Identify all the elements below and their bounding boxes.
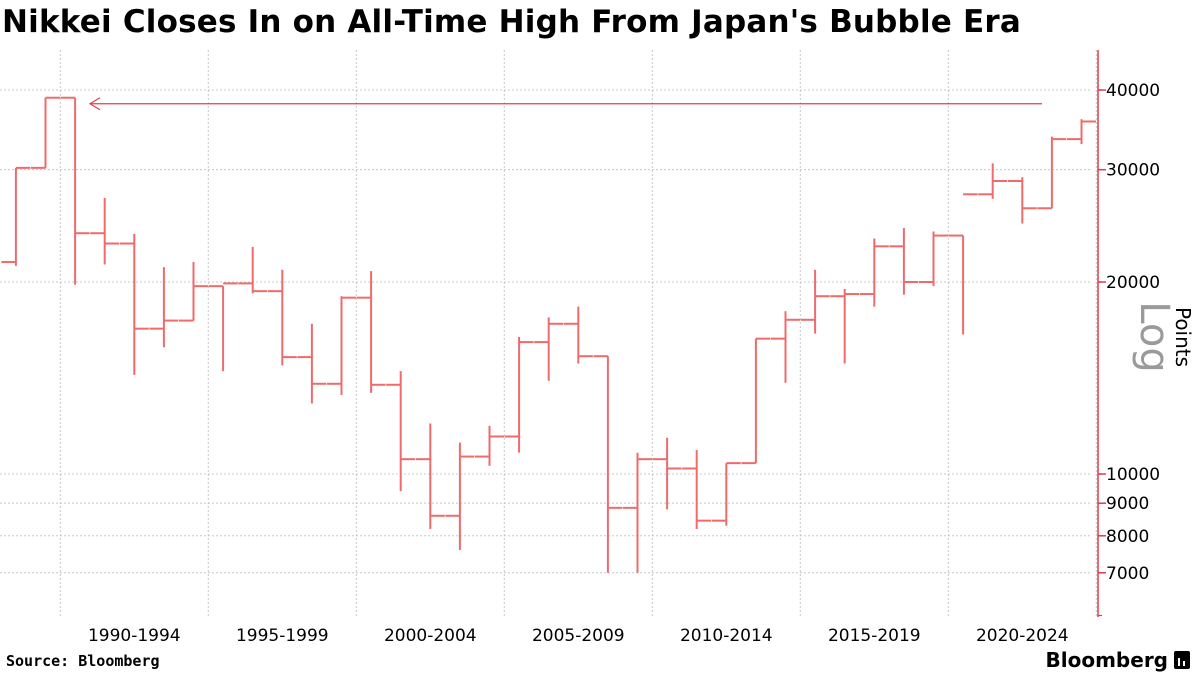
ohlc-bar-1992 <box>119 233 149 375</box>
y-tick-label: 30000 <box>1106 161 1160 181</box>
y-tick-label: 7000 <box>1106 564 1149 584</box>
ohlc-bar-1996 <box>238 246 268 294</box>
ohlc-bar-2012 <box>711 462 741 526</box>
ohlc-bar-1989 <box>31 96 60 169</box>
y-tick-label: 40000 <box>1106 81 1160 101</box>
x-tick-label: 2010-2014 <box>680 626 773 646</box>
y-axis-title: Points <box>1171 307 1195 367</box>
ohlc-bar-2015 <box>800 269 830 334</box>
ohlc-bar-1997 <box>267 269 297 366</box>
x-tick-label: 2005-2009 <box>532 626 625 646</box>
ohlc-bar-2009 <box>623 452 652 573</box>
ohlc-bar-1991 <box>90 197 120 265</box>
ohlc-bar-2007 <box>563 306 593 364</box>
ohlc-bar-1998 <box>297 323 327 404</box>
ohlc-bar-2018 <box>889 228 919 295</box>
brand-text: Bloomberg <box>1045 648 1168 672</box>
y-scale-label: Log <box>1131 301 1177 372</box>
chart-title: Nikkei Closes In on All-Time High From J… <box>2 4 1021 40</box>
source-note: Source: Bloomberg <box>6 652 160 670</box>
ohlc-bar-2014 <box>771 311 800 383</box>
ohlc-bar-2020 <box>948 193 978 335</box>
y-tick-label: 10000 <box>1106 465 1160 485</box>
ohlc-bar-2000 <box>356 271 386 393</box>
x-tick-label: 1995-1999 <box>236 626 329 646</box>
y-tick-label: 20000 <box>1106 273 1160 293</box>
ohlc-bar-1999 <box>327 296 356 396</box>
arrow-head <box>88 97 101 111</box>
grid-lines <box>0 50 1097 617</box>
x-tick-label: 2015-2019 <box>828 626 921 646</box>
ohlc-bar-1994 <box>179 261 208 322</box>
ohlc-bar-2016 <box>830 289 860 364</box>
ohlc-bar-2019 <box>919 231 948 287</box>
ohlc-bars <box>1 96 1096 573</box>
ohlc-bar-2003 <box>445 442 475 551</box>
ohlc-bar-2008 <box>593 355 623 573</box>
y-tick-label: 9000 <box>1106 494 1149 514</box>
ohlc-bar-2010 <box>652 437 682 510</box>
ohlc-bar-2002 <box>415 423 445 529</box>
terminal-icon <box>1174 651 1190 669</box>
all-time-high-arrow <box>88 97 1042 111</box>
ohlc-bar-2013 <box>741 337 771 465</box>
ohlc-bar-1988 <box>1 166 31 266</box>
x-tick-label: 1990-1994 <box>88 626 181 646</box>
x-tick-label: 2020-2024 <box>976 626 1069 646</box>
ohlc-bar-2011 <box>682 450 712 529</box>
ohlc-bar-1993 <box>149 267 179 348</box>
ohlc-bar-1990 <box>60 96 90 285</box>
ohlc-bar-2004 <box>475 425 504 466</box>
ohlc-bar-2024 <box>1067 119 1096 145</box>
ohlc-bar-1995 <box>208 282 238 372</box>
ohlc-bar-2005 <box>504 336 534 453</box>
y-tick-label: 8000 <box>1106 527 1149 547</box>
x-axis: 1990-1994 1995-1999 2000-2004 2005-2009 2010… <box>88 626 1069 646</box>
ohlc-bar-2006 <box>534 317 564 381</box>
bloomberg-logo: Bloomberg <box>1046 648 1190 672</box>
ohlc-bar-2021 <box>978 163 1008 199</box>
ohlc-bar-2017 <box>859 238 889 307</box>
ohlc-bar-2001 <box>386 371 416 492</box>
ohlc-bar-2022 <box>1007 177 1037 224</box>
x-tick-label: 2000-2004 <box>384 626 477 646</box>
ohlc-bar-2023 <box>1037 136 1067 210</box>
y-axis: 7000 8000 9000 10000 20000 30000 40000 <box>1097 50 1160 617</box>
